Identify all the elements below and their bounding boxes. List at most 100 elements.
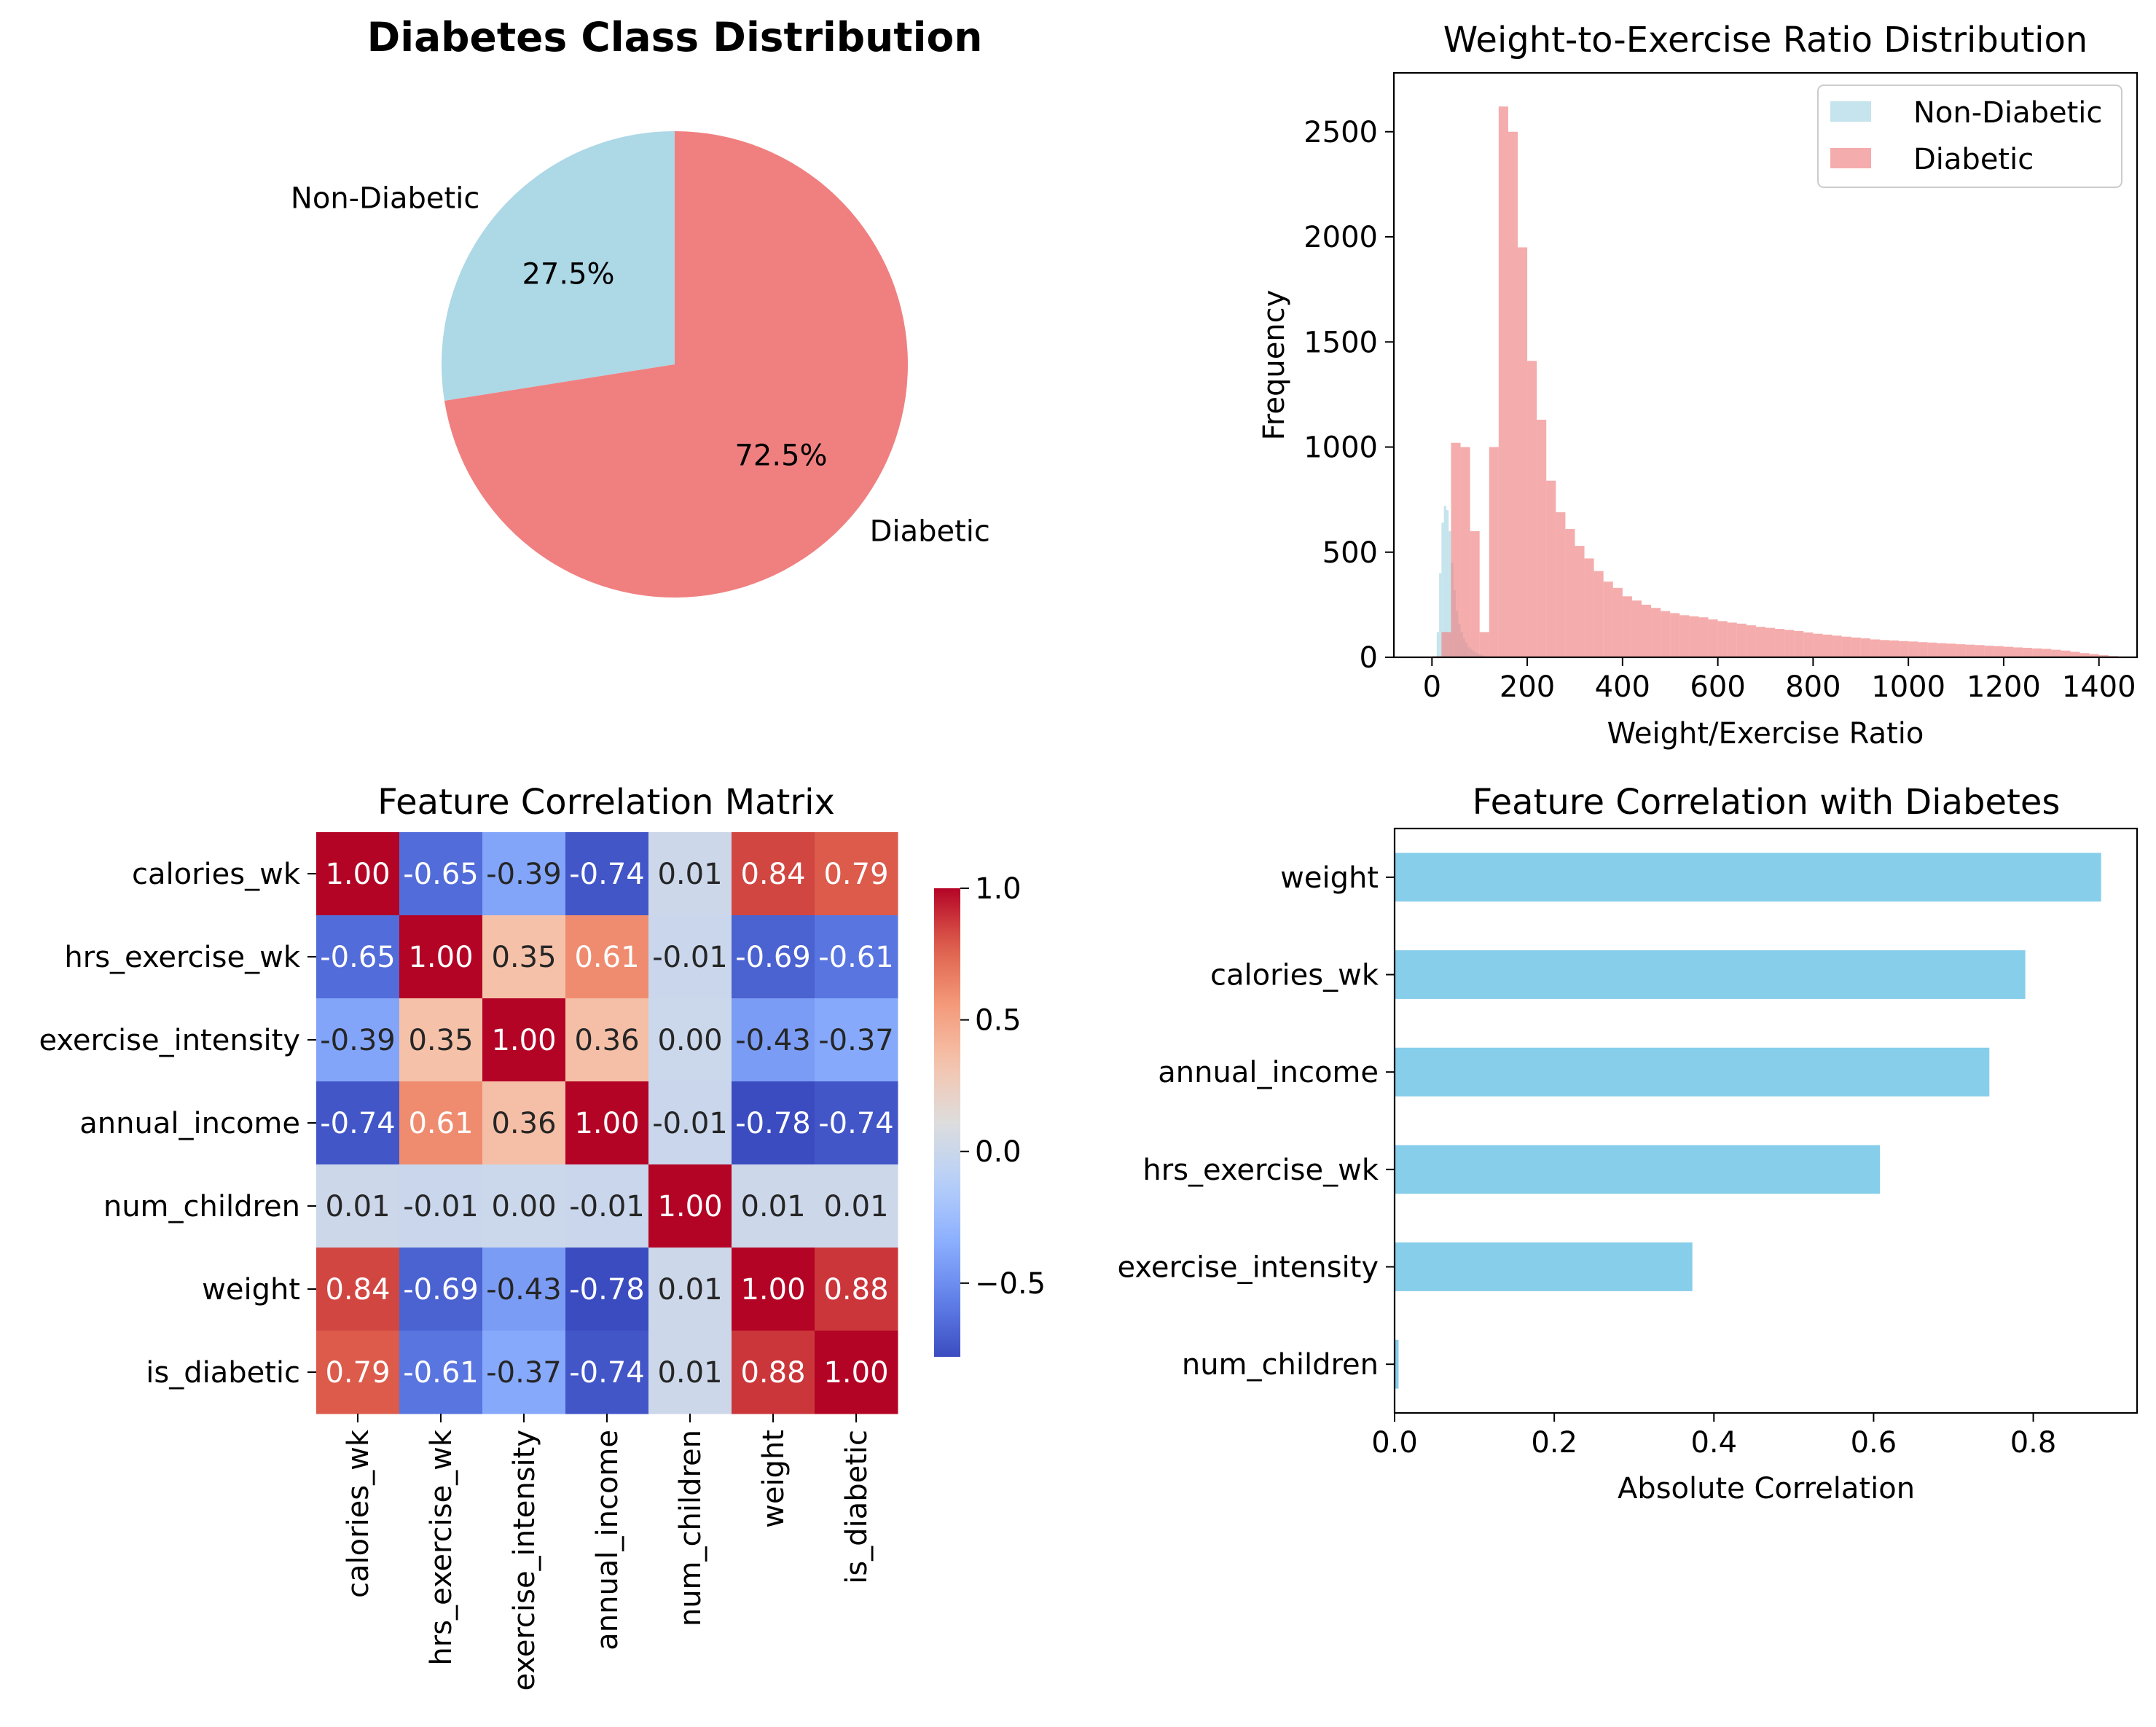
hist-bar-diabetic bbox=[1537, 420, 1547, 657]
heatmap-row-label: exercise_intensity bbox=[39, 1024, 301, 1057]
hist-bar-diabetic bbox=[2051, 649, 2061, 657]
heatmap-cell bbox=[648, 1081, 732, 1165]
hist-bar-diabetic bbox=[1946, 643, 1956, 657]
heatmap-cell-value: -0.37 bbox=[818, 1024, 894, 1057]
heatmap-cell bbox=[399, 998, 483, 1082]
barh-category-label: weight bbox=[1280, 861, 1379, 895]
heatmap-row-label: annual_income bbox=[79, 1107, 300, 1140]
heatmap-cell-value: 0.35 bbox=[491, 941, 556, 974]
heatmap-cell-value: 0.01 bbox=[657, 1356, 722, 1390]
hist-bar-diabetic bbox=[1661, 611, 1671, 657]
pie-pct-non-diabetic: 27.5% bbox=[522, 257, 614, 291]
hist-bar-diabetic bbox=[2089, 654, 2099, 657]
heatmap-cell bbox=[732, 998, 815, 1082]
heatmap-cell-value: -0.65 bbox=[403, 858, 479, 891]
hist-bar-diabetic bbox=[1612, 587, 1623, 657]
heatmap-cell-value: 0.36 bbox=[491, 1107, 556, 1140]
hist-bar-diabetic bbox=[1498, 106, 1508, 658]
heatmap-cell bbox=[815, 1164, 898, 1248]
pie-panel: Diabetes Class Distribution Non-Diabetic… bbox=[291, 14, 990, 598]
colorbar-tick-label: −0.5 bbox=[975, 1267, 1046, 1301]
hist-bar-diabetic bbox=[1603, 581, 1613, 657]
heatmap-cell-value: -0.01 bbox=[652, 941, 728, 974]
heatmap-cell-value: -0.78 bbox=[569, 1273, 645, 1307]
heatmap-row-label: num_children bbox=[103, 1190, 300, 1223]
hist-bar-diabetic bbox=[1631, 600, 1642, 657]
hist-bar-diabetic bbox=[1565, 529, 1575, 657]
colorbar-tick-label: 0.0 bbox=[975, 1135, 1022, 1169]
heatmap-cell bbox=[316, 832, 400, 916]
hist-bar-diabetic bbox=[1546, 480, 1556, 657]
barh-bar-annual-income bbox=[1395, 1047, 1990, 1097]
pie-chart: Non-Diabetic 27.5% Diabetic 72.5% bbox=[291, 131, 990, 598]
x-tick-label: 0.0 bbox=[1371, 1426, 1418, 1460]
histogram-axes-frame bbox=[1392, 71, 2139, 659]
heatmap-cell-value: -0.74 bbox=[569, 1356, 645, 1390]
heatmap-cell bbox=[399, 1164, 483, 1248]
barh-axes-frame bbox=[1393, 827, 2139, 1414]
heatmap-cell-value: 0.01 bbox=[657, 1273, 722, 1307]
hist-bar-non-diabetic bbox=[1441, 522, 1444, 657]
heatmap-cell-value: -0.69 bbox=[403, 1273, 479, 1307]
heatmap-cell-value: 0.00 bbox=[657, 1024, 722, 1057]
heatmap-cell-value: -0.65 bbox=[320, 941, 396, 974]
heatmap-cell-value: 0.01 bbox=[823, 1190, 888, 1223]
hist-bar-diabetic bbox=[1775, 629, 1785, 657]
y-tick-label: 1000 bbox=[1304, 431, 1378, 465]
hist-bar-diabetic bbox=[1803, 632, 1814, 657]
heatmap-cell-value: 0.36 bbox=[574, 1024, 639, 1057]
hist-bar-diabetic bbox=[1622, 596, 1632, 657]
hist-bar-diabetic bbox=[1470, 530, 1480, 657]
y-tick-label: 2000 bbox=[1304, 221, 1378, 254]
hist-bar-non-diabetic bbox=[1439, 573, 1442, 657]
hist-bar-diabetic bbox=[2023, 648, 2033, 657]
x-tick-label: 1200 bbox=[1967, 670, 2041, 704]
heatmap-cell bbox=[648, 1331, 732, 1414]
legend-swatch-diabetic bbox=[1830, 148, 1871, 168]
heatmap-cell bbox=[565, 998, 649, 1082]
legend-swatch-non-diabetic bbox=[1830, 101, 1871, 122]
heatmap-panel: Feature Correlation Matrix 1.00 -0.65 -0.3… bbox=[39, 782, 1046, 1691]
heatmap-cell bbox=[399, 1081, 483, 1165]
hist-bar-diabetic bbox=[1518, 247, 1528, 657]
heatmap-column-label: hrs_exercise_wk bbox=[425, 1429, 458, 1665]
heatmap-cell bbox=[482, 1164, 566, 1248]
heatmap-cell bbox=[482, 998, 566, 1082]
heatmap-cell-value: -0.01 bbox=[652, 1107, 728, 1140]
heatmap-cell-value: 0.00 bbox=[491, 1190, 556, 1223]
heatmap-row-label: is_diabetic bbox=[146, 1356, 300, 1390]
x-tick-label: 0.2 bbox=[1531, 1426, 1577, 1460]
hist-bar-diabetic bbox=[1765, 627, 1776, 657]
heatmap-cell-value: -0.39 bbox=[486, 858, 562, 891]
heatmap-cell bbox=[815, 832, 898, 916]
hist-bar-diabetic bbox=[1736, 623, 1747, 657]
heatmap-cell-value: 1.00 bbox=[740, 1273, 805, 1307]
hist-bar-diabetic bbox=[1727, 622, 1737, 657]
y-tick-label: 2500 bbox=[1304, 116, 1378, 149]
heatmap-cell bbox=[648, 915, 732, 999]
histogram-x-ticks: 0 200 400 600 800 1000 1200 1400 bbox=[1423, 657, 2136, 704]
barh-panel: Feature Correlation with Diabetes weight… bbox=[1118, 782, 2139, 1505]
histogram-bars bbox=[1432, 106, 2118, 658]
heatmap-column-label: is_diabetic bbox=[840, 1430, 874, 1584]
heatmap-cell-value: -0.74 bbox=[320, 1107, 396, 1140]
barh-category-label: hrs_exercise_wk bbox=[1142, 1154, 1379, 1187]
heatmap-column-label: exercise_intensity bbox=[508, 1430, 541, 1691]
hist-bar-diabetic bbox=[2013, 647, 2023, 657]
hist-bar-diabetic bbox=[1594, 571, 1604, 657]
pie-pct-diabetic: 72.5% bbox=[734, 439, 827, 473]
heatmap-cell bbox=[316, 998, 400, 1082]
heatmap-cell bbox=[732, 1331, 815, 1414]
hist-bar-diabetic bbox=[2003, 646, 2013, 657]
hist-bar-diabetic bbox=[1584, 558, 1594, 657]
hist-bar-diabetic bbox=[1575, 546, 1585, 657]
histogram-panel: Weight-to-Exercise Ratio Distribution 0 2… bbox=[1258, 20, 2139, 751]
x-tick-label: 0.6 bbox=[1851, 1426, 1897, 1460]
heatmap-cell bbox=[565, 915, 649, 999]
barh-category-label: calories_wk bbox=[1210, 959, 1379, 992]
heatmap-cell-value: 1.00 bbox=[574, 1107, 639, 1140]
barh-bar-weight bbox=[1395, 853, 2101, 902]
hist-bar-diabetic bbox=[1889, 640, 1900, 657]
heatmap-cell bbox=[815, 1248, 898, 1331]
